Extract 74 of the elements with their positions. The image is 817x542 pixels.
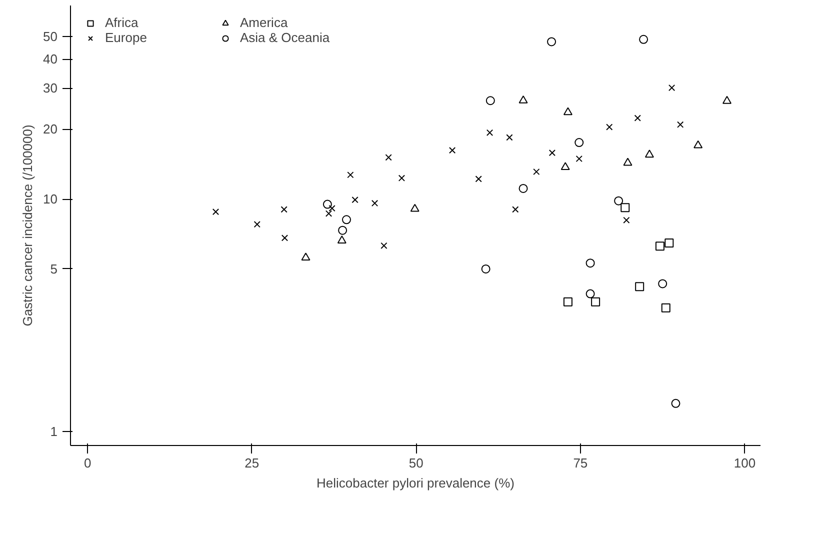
point — [475, 176, 482, 182]
x-tick-label: 100 — [734, 456, 756, 470]
point — [623, 216, 630, 224]
y-tick-label: 30 — [43, 80, 58, 96]
point — [671, 398, 680, 408]
point — [486, 129, 494, 136]
point — [639, 34, 648, 44]
point — [322, 200, 332, 209]
point — [655, 242, 664, 251]
point — [325, 210, 332, 217]
point — [380, 242, 388, 249]
point — [518, 96, 528, 104]
point — [254, 221, 260, 228]
x-tick-label: 75 — [573, 456, 588, 470]
point — [512, 206, 519, 213]
point — [547, 37, 556, 46]
point — [634, 114, 641, 122]
point — [337, 236, 346, 244]
y-tick-label: 5 — [50, 261, 58, 276]
point — [668, 84, 676, 92]
x-tick-label: 50 — [408, 456, 424, 470]
y-tick-label: 1 — [50, 424, 58, 439]
x-tick-label: 25 — [244, 456, 260, 470]
point — [635, 282, 644, 292]
point — [410, 204, 420, 212]
y-tick-label: 50 — [43, 29, 58, 44]
y-axis-title: Gastric cancer incidence (/100000) — [20, 124, 36, 326]
point — [574, 138, 584, 148]
point — [301, 252, 310, 261]
point — [347, 172, 354, 178]
point — [281, 234, 288, 242]
point — [677, 121, 684, 128]
point — [533, 168, 540, 176]
point — [661, 303, 670, 312]
legend-label: Europe — [105, 30, 148, 45]
point — [586, 258, 595, 268]
point — [342, 215, 351, 224]
point — [371, 200, 378, 207]
point — [722, 96, 732, 104]
point — [563, 297, 572, 306]
point — [486, 96, 495, 106]
point — [398, 174, 406, 182]
point — [623, 158, 632, 166]
x-axis-title: Helicobacter pylori prevalence (%) — [316, 476, 514, 490]
point — [591, 297, 600, 306]
legend-label: America — [240, 15, 289, 30]
point — [563, 107, 572, 116]
point — [606, 124, 613, 130]
point — [328, 204, 336, 212]
point — [280, 206, 288, 213]
point — [548, 150, 556, 156]
point — [518, 184, 528, 193]
point — [481, 264, 490, 274]
point — [644, 150, 654, 158]
point — [614, 196, 624, 206]
point — [338, 226, 348, 235]
point — [212, 208, 220, 216]
point — [620, 203, 630, 212]
point — [560, 162, 570, 170]
y-tick-label: 40 — [43, 52, 58, 67]
legend-label: Asia & Oceania — [240, 30, 331, 45]
point — [664, 238, 674, 248]
x-tick-label: 0 — [84, 456, 92, 470]
point — [352, 196, 358, 204]
point — [448, 146, 456, 154]
point — [506, 134, 513, 141]
point — [576, 155, 582, 162]
legend-label: Africa — [105, 15, 140, 30]
y-tick-label: 20 — [43, 122, 58, 137]
point — [586, 289, 595, 298]
point — [385, 154, 392, 161]
y-tick-label: 10 — [43, 192, 58, 207]
point — [694, 140, 703, 148]
point — [658, 279, 668, 288]
